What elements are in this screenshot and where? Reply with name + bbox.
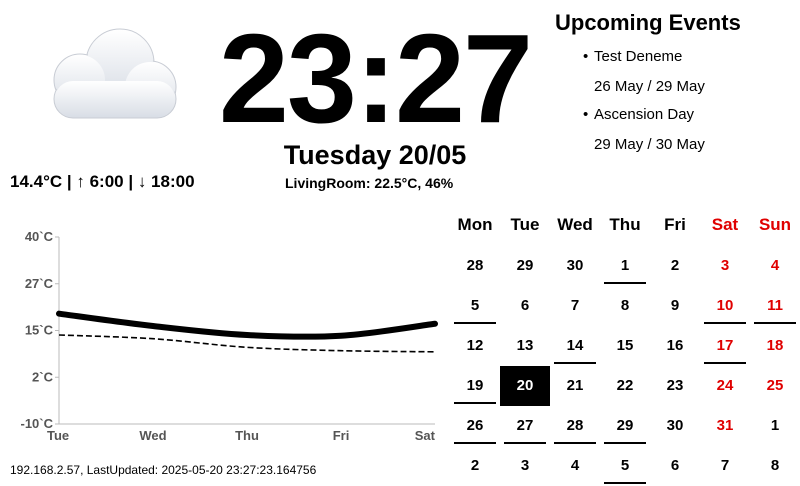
- y-tick-label: 27`C: [25, 276, 54, 291]
- calendar-day[interactable]: 4: [770, 257, 780, 274]
- calendar-day[interactable]: 17: [700, 326, 750, 366]
- calendar-week-row: 19 20 21 22 23 24 25: [450, 366, 800, 406]
- calendar-day[interactable]: 18: [766, 337, 784, 354]
- calendar-day[interactable]: 24: [716, 377, 734, 394]
- clock-time: 23:27: [218, 8, 533, 149]
- event-dates: 29 May / 30 May: [594, 136, 705, 153]
- y-tick-label: 15`C: [25, 323, 54, 338]
- status-line: 192.168.2.57, LastUpdated: 2025-05-20 23…: [10, 463, 317, 477]
- event-item: • Test Deneme: [583, 48, 683, 65]
- x-tick-label: Tue: [47, 428, 69, 443]
- y-tick-label: 2`C: [32, 369, 54, 384]
- calendar-day[interactable]: 20: [500, 366, 550, 406]
- calendar-day[interactable]: 5: [600, 446, 650, 486]
- calendar-day[interactable]: 6: [520, 297, 530, 314]
- weekday-header: Mon: [457, 215, 493, 234]
- calendar-day[interactable]: 21: [566, 377, 584, 394]
- calendar-day[interactable]: 27: [500, 406, 550, 446]
- calendar-day[interactable]: 30: [666, 417, 684, 434]
- y-tick-label: 40`C: [25, 229, 54, 244]
- calendar-day[interactable]: 3: [720, 257, 730, 274]
- y-tick-label: -10`C: [20, 416, 53, 431]
- x-tick-label: Sat: [415, 428, 436, 443]
- clock-date: Tuesday 20/05: [283, 140, 467, 170]
- calendar-day[interactable]: 26: [450, 406, 500, 446]
- calendar-day[interactable]: 25: [766, 377, 784, 394]
- calendar-day[interactable]: 12: [466, 337, 484, 354]
- calendar-day[interactable]: 6: [670, 457, 680, 474]
- event-name: Ascension Day: [594, 106, 695, 123]
- series-line-solid: [56, 310, 438, 340]
- calendar-day[interactable]: 3: [520, 457, 530, 474]
- calendar-day[interactable]: 23: [666, 377, 684, 394]
- calendar-day[interactable]: 4: [570, 457, 580, 474]
- calendar-day[interactable]: 28: [466, 257, 484, 274]
- weekday-header: Thu: [609, 215, 641, 234]
- weekday-header: Tue: [510, 215, 540, 234]
- calendar-week-row: 26 27 28 29 30 31 1: [450, 406, 800, 446]
- indoor-sensor: LivingRoom: 22.5°C, 46%: [285, 175, 454, 191]
- calendar-day[interactable]: 29: [516, 257, 534, 274]
- calendar-week-row: 2 3 4 5 6 7 8: [450, 446, 800, 486]
- calendar-day[interactable]: 30: [566, 257, 584, 274]
- calendar-day[interactable]: 2: [670, 257, 680, 274]
- calendar-day[interactable]: 9: [670, 297, 680, 314]
- event-name: Test Deneme: [594, 48, 683, 65]
- cloud-icon: [53, 28, 177, 119]
- weekday-header: Wed: [557, 215, 593, 234]
- event-item: • Ascension Day: [583, 106, 695, 123]
- calendar-day[interactable]: 7: [720, 457, 730, 474]
- calendar-day[interactable]: 8: [620, 297, 630, 314]
- calendar-day[interactable]: 2: [470, 457, 480, 474]
- weekday-header: Fri: [664, 215, 686, 234]
- temperature-chart: 40`C 27`C 15`C 2`C -10`C Tue Wed Thu Fri Sat: [20, 229, 438, 443]
- calendar-day[interactable]: 14: [550, 326, 600, 366]
- calendar-day[interactable]: 29: [600, 406, 650, 446]
- calendar-week-row: 5 6 7 8 9 10 11: [450, 286, 800, 326]
- calendar-day[interactable]: 8: [770, 457, 780, 474]
- calendar-header-row: Mon Tue Wed Thu Fri Sat Sun: [450, 212, 800, 252]
- weather-summary: 14.4°C | ↑ 6:00 | ↓ 18:00: [10, 172, 195, 191]
- calendar-day[interactable]: 31: [716, 417, 734, 434]
- calendar-day[interactable]: 7: [570, 297, 580, 314]
- calendar-day[interactable]: 22: [616, 377, 634, 394]
- calendar-day[interactable]: 1: [770, 417, 780, 434]
- month-calendar: Mon Tue Wed Thu Fri Sat Sun 28 29 30 1 2 3 4 5 6 7 8 9 10 11…: [450, 212, 800, 484]
- event-dates: 26 May / 29 May: [594, 78, 705, 95]
- weekday-header: Sun: [758, 215, 792, 234]
- x-tick-label: Wed: [139, 428, 166, 443]
- x-tick-label: Fri: [333, 428, 350, 443]
- calendar-day[interactable]: 13: [516, 337, 534, 354]
- calendar-day[interactable]: 28: [550, 406, 600, 446]
- calendar-day[interactable]: 1: [600, 246, 650, 286]
- calendar-day[interactable]: 11: [750, 286, 800, 326]
- calendar-day[interactable]: 5: [450, 286, 500, 326]
- calendar-day[interactable]: 15: [616, 337, 634, 354]
- weekday-header: Sat: [711, 215, 739, 234]
- calendar-week-row: 12 13 14 15 16 17 18: [450, 326, 800, 366]
- calendar-week-row: 28 29 30 1 2 3 4: [450, 246, 800, 286]
- calendar-day[interactable]: 10: [700, 286, 750, 326]
- x-tick-label: Thu: [235, 428, 259, 443]
- calendar-day[interactable]: 19: [450, 366, 500, 406]
- calendar-day[interactable]: 16: [666, 337, 684, 354]
- events-title: Upcoming Events: [555, 10, 741, 35]
